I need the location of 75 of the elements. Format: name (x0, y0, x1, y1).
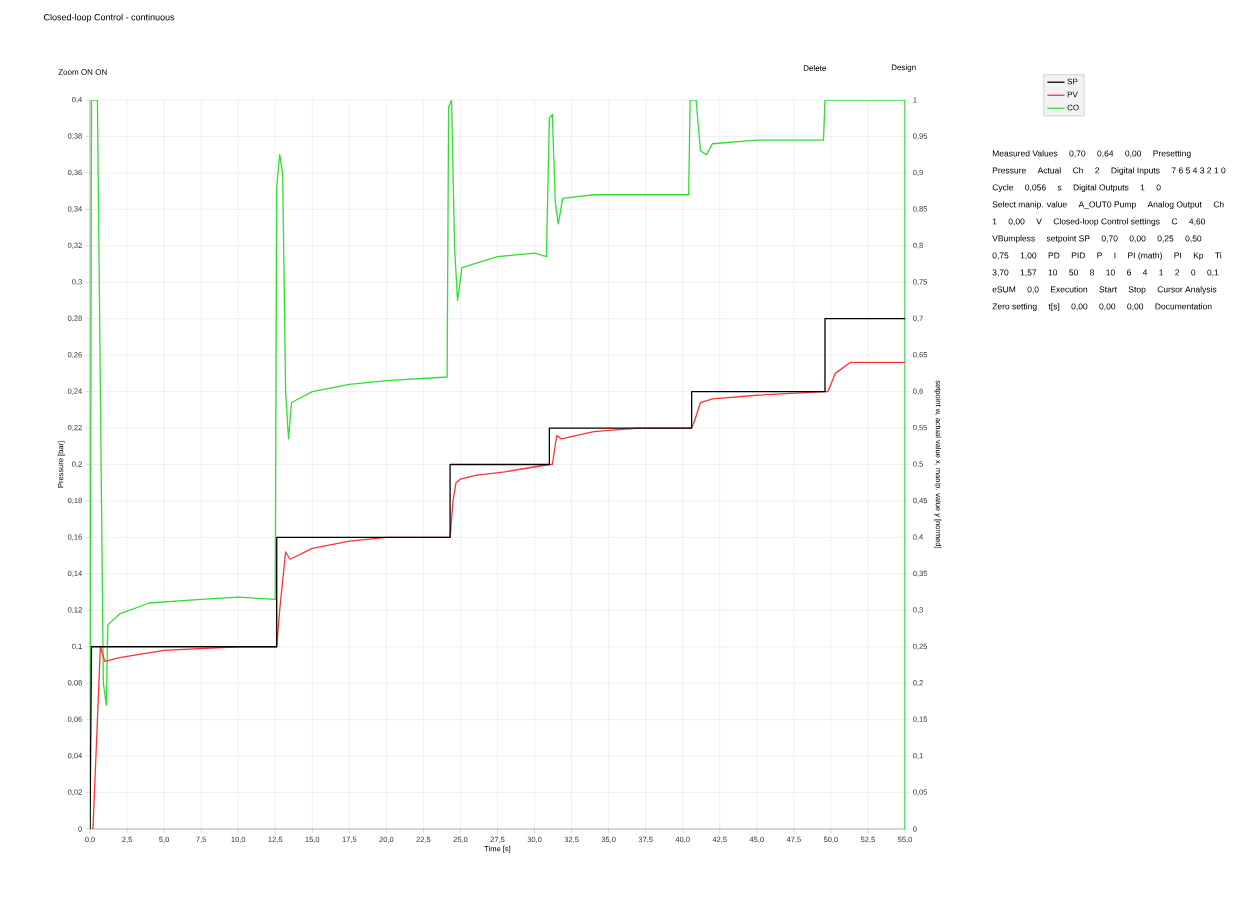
text: 1,57 (1020, 269, 1037, 277)
text: 3,70 (992, 269, 1009, 277)
text: Closed-loop Control settings (1053, 218, 1160, 227)
text: setpoint SP (1046, 235, 1090, 244)
text: 1 (1140, 184, 1145, 191)
text: 50 (1069, 269, 1078, 276)
text: 7 6 5 4 3 2 1 0 (1171, 167, 1226, 174)
text: ON (95, 69, 107, 75)
text: 4 (1142, 269, 1148, 276)
text: eSUM (992, 286, 1016, 293)
text: Execution (1051, 286, 1088, 293)
text: 0,64 (1097, 150, 1114, 158)
text: 0,00 (1071, 303, 1088, 311)
text: I (1114, 252, 1116, 259)
text: 0,1 (1207, 269, 1219, 277)
text: Zoom ON (58, 69, 93, 75)
text: 0,70 (1069, 150, 1086, 158)
text: t[s] (1048, 303, 1060, 312)
text: 0 (1191, 269, 1196, 276)
legend-label: CO (1067, 104, 1079, 111)
text: 2 (1175, 269, 1180, 276)
text: 0,25 (1157, 235, 1174, 243)
text: 0,0 (1027, 286, 1039, 294)
text: Cycle (992, 184, 1014, 193)
text: Measured Values (992, 150, 1058, 157)
text: Digital Inputs (1111, 167, 1160, 176)
text: A_OUT0 Pump (1078, 201, 1136, 210)
text: 0,00 (1099, 303, 1116, 311)
text: P (1097, 252, 1102, 259)
text: C (1171, 218, 1178, 225)
text: 4,60 (1189, 218, 1206, 226)
text: 0,70 (1101, 235, 1118, 243)
text: 0,00 (1129, 235, 1146, 243)
text: 1 (992, 218, 997, 225)
legend-label: PV (1067, 91, 1078, 98)
text: Analog Output (1147, 201, 1202, 210)
text: 0,75 (992, 252, 1009, 260)
text: Presetting (1153, 150, 1191, 159)
text: Ch (1213, 201, 1224, 208)
text: Start (1099, 286, 1117, 293)
text: Delete (803, 65, 826, 71)
text: 0 (1156, 184, 1161, 191)
text: Design (891, 64, 916, 72)
legend-label: SP (1067, 78, 1078, 85)
text: 0,00 (1125, 150, 1142, 158)
text: 10 (1106, 269, 1115, 276)
text: 1,00 (1020, 252, 1037, 260)
text: PID (1071, 252, 1085, 259)
text: 1 (1159, 269, 1164, 276)
text: 0,50 (1185, 235, 1202, 243)
text: Cursor Analysis (1157, 286, 1217, 295)
text: Ch (1073, 167, 1083, 174)
text: Documentation (1155, 303, 1212, 310)
chart-title: Closed-loop Control - continuous (44, 13, 175, 23)
text: VBumpless (992, 235, 1035, 244)
text: Zero setting (992, 303, 1037, 312)
text: Stop (1128, 286, 1146, 295)
text: 0,00 (1008, 218, 1025, 226)
text: Kp (1193, 252, 1204, 261)
text: 2 (1095, 167, 1100, 174)
text: s (1057, 185, 1062, 191)
text: Digital Outputs (1073, 184, 1129, 193)
text: 8 (1090, 269, 1095, 276)
text: Select manip. value (992, 201, 1067, 210)
text: 0,00 (1127, 303, 1144, 311)
text: 10 (1048, 269, 1058, 276)
text: V (1036, 218, 1042, 225)
text: PD (1048, 252, 1060, 259)
text: PI (math) (1128, 252, 1162, 261)
text: Pressure (992, 167, 1026, 174)
text: 6 (1126, 269, 1131, 276)
text: Ti (1215, 252, 1222, 259)
text: Actual (1037, 167, 1061, 174)
text: PI (1174, 252, 1182, 259)
text: 0,056 (1025, 184, 1046, 192)
